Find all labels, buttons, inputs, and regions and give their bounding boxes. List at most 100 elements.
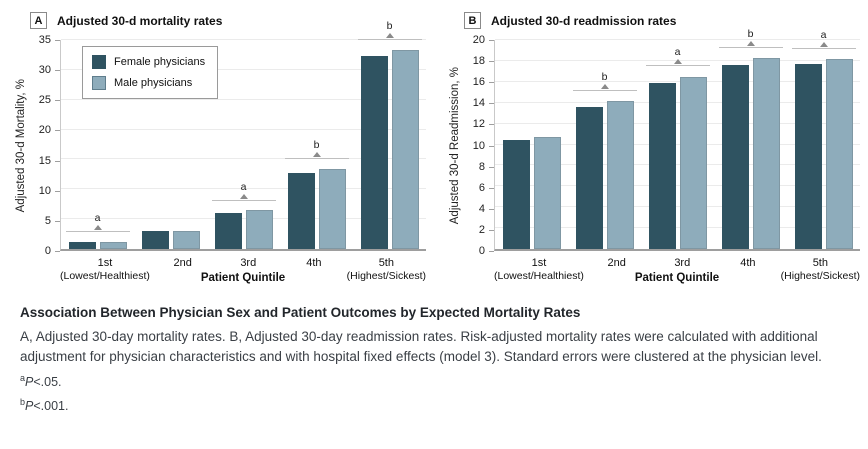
y-tick-label: 35 [38,34,51,46]
y-tick-mark [55,100,60,102]
y-tick-mark [489,166,494,168]
y-tick-label: 4 [478,202,485,215]
x-category-3rd: 3rd [649,257,715,289]
bar-female-3rd [648,82,676,249]
y-tick-mark [55,40,60,41]
y-tick-mark [489,40,494,41]
y-axis: 0 2 4 6 8 10 12 14 16 18 20 [464,34,494,257]
x-category-label: 1st [531,257,547,269]
figure: A Adjusted 30-d mortality rates Adjusted… [0,10,868,289]
gridline [61,188,426,190]
bar-groups: b a b a [495,28,860,249]
legend-swatch-female-icon [92,55,106,69]
y-axis-title-text: Adjusted 30-d Readmission, % [449,66,461,225]
plot-row: Adjusted 30-d Readmission, % 0 2 4 6 8 10 12 14 1… [446,28,860,257]
y-tick-label: 20 [38,124,51,137]
bar-male-5th [391,49,419,249]
bar-group-2nd: b [568,40,641,249]
gridline [495,185,860,187]
y-tick-mark [489,208,494,210]
bar-group-3rd: a [207,40,280,249]
gridline [61,68,426,70]
legend-label: Male physicians [114,77,193,89]
y-tick-mark [55,251,60,252]
bar-male-4th [318,168,346,249]
y-tick-mark [55,190,60,192]
significance-annotation: a [65,212,130,232]
gridline [495,164,860,166]
x-category-sublabel: (Lowest/Healthiest) [60,270,150,282]
significance-annotation: a [645,46,710,67]
legend-box: Female physicians Male physicians [82,46,219,99]
bar-male-1st [99,241,127,249]
x-category-label: 3rd [240,257,257,269]
panel-a: A Adjusted 30-d mortality rates Adjusted… [0,10,434,289]
bar-female-2nd [141,231,169,249]
x-axis-labels: 1st (Lowest/Healthiest) 2nd 3rd 4th 5th (Highe… [494,251,860,289]
annotation-arrow-icon [312,151,321,157]
annotation-letter: b [747,28,754,41]
bar-group-5th: a [787,29,860,249]
x-axis-labels: 1st (Lowest/Healthiest) 2nd 3rd 4th 5th (Highe… [60,251,426,289]
x-axis-title: Patient Quintile [200,272,286,284]
x-category-4th: 4th [281,257,347,289]
bar-group-3rd: a [641,40,714,249]
x-category-1st: 1st (Lowest/Healthiest) [494,257,584,289]
annotation-letter: b [313,138,320,151]
x-category-label: 4th [306,257,322,269]
panel-a-header: A Adjusted 30-d mortality rates [30,12,426,29]
annotation-arrow-icon [93,224,102,230]
bar-group-5th: b [353,20,426,249]
x-category-sublabel: (Highest/Sickest) [780,270,861,282]
y-tick-mark [489,229,494,231]
bar-female-3rd [214,212,242,249]
y-tick-mark [489,124,494,126]
panel-b-key-badge: B [464,12,481,29]
significance-annotation: b [357,20,422,40]
x-category-5th: 5th (Highest/Sickest) [347,257,426,289]
annotation-line [572,90,637,92]
footnote-b-text: <.001. [33,399,69,414]
annotation-arrow-icon [746,41,755,47]
significance-annotation: b [284,139,349,159]
x-category-label: 5th [378,257,394,269]
y-axis: 0 5 10 15 20 25 30 35 [30,34,60,257]
gridline [61,39,426,40]
y-tick-mark [55,160,60,162]
panel-b-header: B Adjusted 30-d readmission rates [464,12,860,29]
annotation-letter: a [240,180,247,193]
bar-male-4th [752,57,780,249]
gridline [61,128,426,130]
y-tick-mark [489,251,494,252]
y-tick-label: 30 [38,64,51,77]
plot-row: Adjusted 30-d Mortality, % 0 5 10 15 20 25 30 35… [12,20,426,257]
bar-group-2nd [134,40,207,249]
bar-female-2nd [575,106,603,249]
y-tick-label: 14 [472,97,485,110]
annotation-letter: a [94,211,101,224]
bar-male-3rd [679,76,707,249]
annotation-line [284,157,349,159]
footnote-b: bP<.001. [20,394,844,415]
bar-male-2nd [606,100,634,249]
y-tick-label: 10 [38,184,51,197]
y-tick-mark [489,82,494,84]
bar-female-5th [794,64,822,249]
footnote-a: aP<.05. [20,370,844,391]
bar-group-1st [495,40,568,249]
panel-b-chart: Adjusted 30-d Readmission, % 0 2 4 6 8 10 12 14 1… [446,28,860,289]
annotation-line [211,199,276,201]
annotation-letter: b [601,71,608,84]
annotation-line [65,230,130,232]
annotation-arrow-icon [239,193,248,199]
gridline [495,206,860,208]
x-category-2nd: 2nd [150,257,216,289]
panel-b: B Adjusted 30-d readmission rates Adjust… [434,10,868,289]
significance-annotation: a [791,29,856,50]
y-tick-mark [55,220,60,222]
panel-a-chart: Adjusted 30-d Mortality, % 0 5 10 15 20 25 30 35… [12,20,426,289]
x-category-3rd: 3rd [215,257,281,289]
y-axis-title: Adjusted 30-d Readmission, % [446,40,464,251]
y-tick-mark [489,61,494,63]
y-tick-mark [55,130,60,132]
